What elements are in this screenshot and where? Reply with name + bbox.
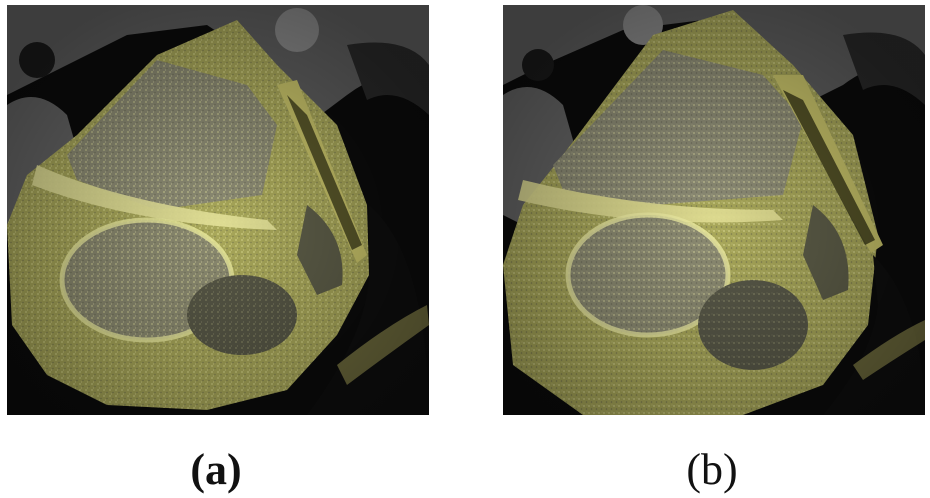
caption-a: (a) <box>190 445 242 494</box>
ct-image-panel-b <box>503 5 925 415</box>
fused-ct-overlay-image-a <box>7 5 429 415</box>
fused-ct-overlay-image-b <box>503 5 925 415</box>
ct-image-panel-a <box>7 5 429 415</box>
caption-b: (b) <box>686 445 738 494</box>
